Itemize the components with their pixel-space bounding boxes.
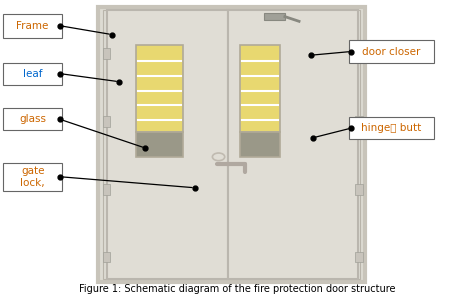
FancyBboxPatch shape	[349, 41, 434, 62]
Bar	[103, 49, 110, 59]
Bar	[98, 7, 365, 282]
FancyBboxPatch shape	[3, 62, 62, 85]
Text: door closer: door closer	[362, 46, 420, 57]
FancyBboxPatch shape	[3, 14, 62, 38]
Bar	[240, 45, 280, 132]
Bar	[240, 132, 280, 157]
Bar	[355, 184, 363, 194]
Bar	[355, 116, 363, 127]
Bar	[103, 252, 110, 262]
Text: leaf: leaf	[23, 69, 42, 79]
FancyBboxPatch shape	[3, 108, 62, 130]
Text: Figure 1: Schematic diagram of the fire protection door structure: Figure 1: Schematic diagram of the fire …	[79, 284, 396, 294]
Bar	[104, 10, 360, 279]
Bar	[264, 13, 285, 20]
Bar	[136, 132, 183, 157]
Text: hinge； butt: hinge； butt	[361, 123, 421, 133]
Bar	[355, 252, 363, 262]
Bar	[136, 45, 183, 132]
Bar	[228, 9, 358, 279]
Bar	[103, 184, 110, 194]
Text: gate
lock,: gate lock,	[20, 165, 45, 188]
Bar	[103, 116, 110, 127]
FancyBboxPatch shape	[3, 163, 62, 191]
Text: glass: glass	[19, 114, 46, 124]
Bar	[107, 9, 228, 279]
FancyBboxPatch shape	[349, 117, 434, 139]
Bar	[355, 49, 363, 59]
Text: Frame: Frame	[17, 21, 49, 31]
